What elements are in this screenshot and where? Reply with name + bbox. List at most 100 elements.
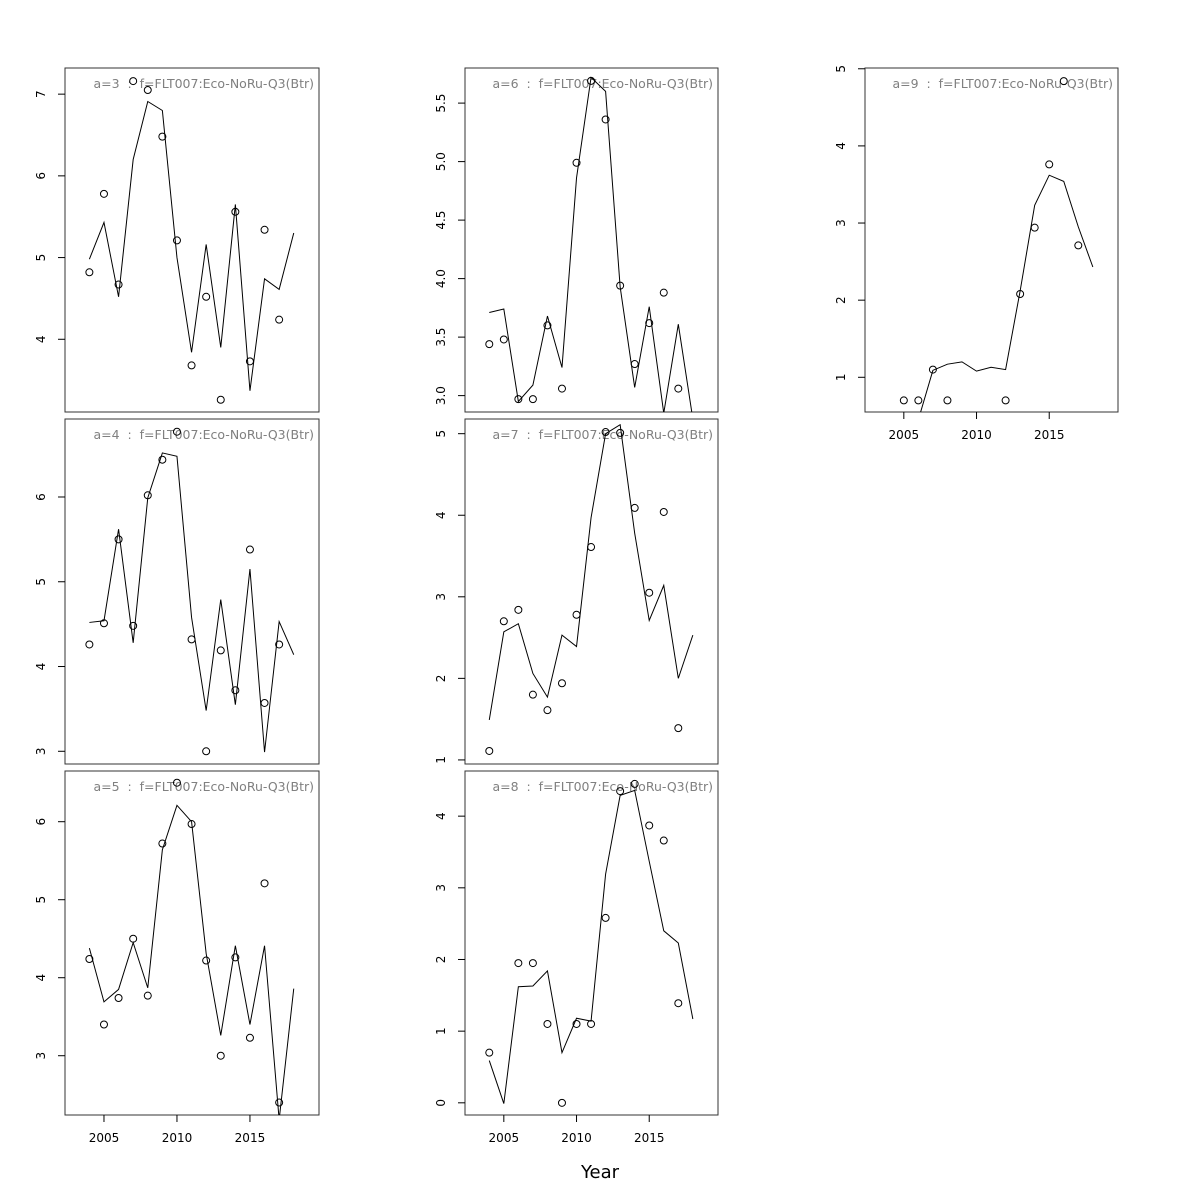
data-point <box>899 396 908 405</box>
data-point <box>275 640 284 649</box>
y-tick-label: 6 <box>34 493 48 501</box>
data-point <box>216 395 225 404</box>
data-point <box>143 86 152 95</box>
panel-title: a=4 : f=FLT007:Eco-NoRu-Q3(Btr) <box>93 427 314 442</box>
data-point <box>528 690 537 699</box>
data-point <box>943 396 952 405</box>
data-point <box>114 280 123 289</box>
panel-title: a=6 : f=FLT007:Eco-NoRu-Q3(Btr) <box>492 76 713 91</box>
fitted-line <box>88 100 295 391</box>
x-tick-label: 2015 <box>1034 428 1065 442</box>
y-tick-label: 4 <box>434 812 448 820</box>
data-point <box>485 746 494 755</box>
plot-area <box>485 779 694 1107</box>
y-tick-label: 3 <box>434 593 448 601</box>
plot-box <box>864 67 1119 413</box>
data-point <box>202 747 211 756</box>
data-point <box>1045 160 1054 169</box>
y-tick-label: 4.0 <box>434 269 448 288</box>
data-point <box>674 384 683 393</box>
y-tick-label: 4 <box>834 142 848 150</box>
data-point <box>499 335 508 344</box>
x-tick-label: 2010 <box>561 1131 592 1145</box>
data-point <box>645 588 654 597</box>
data-point <box>485 340 494 349</box>
y-tick-label: 5 <box>34 896 48 904</box>
data-point <box>630 779 639 788</box>
data-point <box>85 640 94 649</box>
y-tick-label: 4 <box>34 335 48 343</box>
data-point <box>1030 223 1039 232</box>
data-point <box>630 503 639 512</box>
data-point <box>245 545 254 554</box>
data-point <box>587 543 596 552</box>
y-tick-label: 1 <box>834 373 848 381</box>
plot-box <box>64 418 320 765</box>
data-point <box>187 635 196 644</box>
y-tick-label: 3 <box>34 747 48 755</box>
fitted-line <box>489 76 693 412</box>
data-point <box>572 610 581 619</box>
data-point <box>616 428 625 437</box>
data-point <box>114 535 123 544</box>
data-point <box>543 1019 552 1028</box>
y-tick-label: 3 <box>34 1052 48 1060</box>
data-point <box>914 396 923 405</box>
plot-area <box>485 423 694 755</box>
x-tick-label: 2010 <box>961 428 992 442</box>
y-tick-label: 6 <box>34 172 48 180</box>
x-axis-label: Year <box>580 1162 620 1183</box>
y-tick-label: 7 <box>34 90 48 98</box>
data-point <box>601 913 610 922</box>
data-point <box>557 384 566 393</box>
panel: 4 5 6 7 a=3 : f=FLT007:Eco-NoRu-Q3(Btr) <box>34 67 320 413</box>
data-point <box>659 836 668 845</box>
fitted-line <box>89 452 295 753</box>
data-point <box>572 1019 581 1028</box>
data-point <box>158 132 167 141</box>
data-point <box>1074 241 1083 250</box>
data-point <box>85 954 94 963</box>
plot-area <box>85 77 295 404</box>
y-tick-label: 2 <box>434 956 448 964</box>
data-point <box>158 455 167 464</box>
data-point <box>216 1051 225 1060</box>
y-tick-label: 6 <box>34 818 48 826</box>
data-point <box>557 1098 566 1107</box>
data-point <box>514 605 523 614</box>
y-tick-label: 4 <box>34 974 48 982</box>
y-tick-label: 1 <box>434 756 448 764</box>
plot-box <box>464 67 719 413</box>
data-point <box>202 956 211 965</box>
data-point <box>514 395 523 404</box>
data-point <box>260 879 269 888</box>
y-tick-label: 2 <box>434 675 448 683</box>
data-point <box>499 617 508 626</box>
data-point <box>216 646 225 655</box>
y-tick-label: 5 <box>434 430 448 438</box>
y-tick-label: 0 <box>434 1099 448 1107</box>
data-point <box>557 679 566 688</box>
data-point <box>928 365 937 374</box>
data-point <box>659 288 668 297</box>
plot-area <box>485 76 693 412</box>
plot-area <box>899 77 1094 412</box>
data-point <box>1001 396 1010 405</box>
y-tick-label: 3 <box>434 884 448 892</box>
data-point <box>514 959 523 968</box>
y-tick-label: 4.5 <box>434 211 448 230</box>
panel: 3 4 5 6 2005 2010 2015 a=5 : f=FLT007:Eco-NoRu-… <box>34 770 320 1145</box>
data-point <box>572 158 581 167</box>
data-point <box>143 991 152 1000</box>
data-point <box>674 999 683 1008</box>
fitted-line <box>920 174 1094 412</box>
y-tick-label: 5 <box>34 254 48 262</box>
data-point <box>99 189 108 198</box>
data-point <box>645 821 654 830</box>
data-point <box>245 1033 254 1042</box>
x-tick-label: 2015 <box>235 1131 266 1145</box>
data-point <box>645 319 654 328</box>
y-tick-label: 1 <box>434 1027 448 1035</box>
